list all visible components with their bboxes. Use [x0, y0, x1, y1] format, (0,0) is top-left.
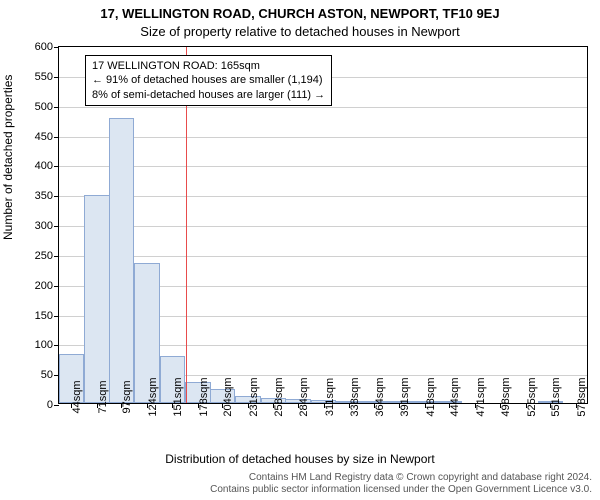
gridline: [59, 107, 587, 108]
x-tick-label: 551sqm: [550, 377, 562, 416]
x-tick-label: 284sqm: [298, 377, 310, 416]
plot-area: 05010015020025030035040045050055060044sq…: [58, 46, 588, 404]
y-tick-label: 600: [23, 41, 53, 53]
gridline: [59, 166, 587, 167]
y-tick-mark: [54, 345, 59, 346]
gridline: [59, 137, 587, 138]
x-tick-label: 178sqm: [198, 377, 210, 416]
y-tick-label: 50: [23, 369, 53, 381]
y-tick-label: 500: [23, 101, 53, 113]
y-tick-mark: [54, 47, 59, 48]
x-tick-label: 151sqm: [172, 377, 184, 416]
chart-container: 17, WELLINGTON ROAD, CHURCH ASTON, NEWPO…: [0, 0, 600, 500]
y-tick-label: 350: [23, 190, 53, 202]
histogram-bar: [84, 195, 110, 403]
x-tick-label: 124sqm: [147, 377, 159, 416]
annotation-box: 17 WELLINGTON ROAD: 165sqm ← 91% of deta…: [85, 55, 332, 106]
y-tick-mark: [54, 286, 59, 287]
x-tick-label: 525sqm: [526, 377, 538, 416]
y-tick-label: 150: [23, 310, 53, 322]
x-tick-label: 231sqm: [248, 377, 260, 416]
x-tick-label: 578sqm: [576, 377, 588, 416]
y-tick-mark: [54, 316, 59, 317]
y-tick-mark: [54, 196, 59, 197]
y-tick-mark: [54, 166, 59, 167]
x-tick-label: 97sqm: [121, 380, 133, 413]
y-tick-label: 550: [23, 71, 53, 83]
x-tick-label: 498sqm: [500, 377, 512, 416]
chart-title-main: 17, WELLINGTON ROAD, CHURCH ASTON, NEWPO…: [0, 6, 600, 21]
footer-line-1: Contains HM Land Registry data © Crown c…: [0, 472, 592, 484]
x-tick-label: 471sqm: [475, 377, 487, 416]
x-tick-label: 391sqm: [399, 377, 411, 416]
y-tick-mark: [54, 107, 59, 108]
y-tick-mark: [54, 77, 59, 78]
gridline: [59, 256, 587, 257]
y-tick-label: 450: [23, 131, 53, 143]
gridline: [59, 226, 587, 227]
chart-title-sub: Size of property relative to detached ho…: [0, 24, 600, 39]
x-tick-label: 444sqm: [449, 377, 461, 416]
gridline: [59, 196, 587, 197]
x-tick-label: 311sqm: [324, 378, 336, 416]
y-axis-label: Number of detached properties: [1, 75, 15, 240]
y-tick-label: 0: [23, 399, 53, 411]
x-tick-label: 44sqm: [71, 380, 83, 413]
y-tick-mark: [54, 405, 59, 406]
y-tick-mark: [54, 137, 59, 138]
y-tick-mark: [54, 226, 59, 227]
x-tick-label: 338sqm: [349, 377, 361, 416]
x-tick-label: 204sqm: [222, 377, 234, 416]
x-tick-label: 418sqm: [425, 377, 437, 416]
y-tick-label: 250: [23, 250, 53, 262]
y-tick-mark: [54, 256, 59, 257]
histogram-bar: [109, 118, 135, 403]
x-tick-label: 258sqm: [273, 377, 285, 416]
y-tick-label: 200: [23, 280, 53, 292]
x-tick-label: 71sqm: [97, 380, 109, 413]
footer-line-2: Contains public sector information licen…: [0, 484, 592, 496]
y-tick-label: 400: [23, 160, 53, 172]
y-tick-label: 300: [23, 220, 53, 232]
x-axis-label: Distribution of detached houses by size …: [0, 452, 600, 466]
x-tick-label: 364sqm: [374, 377, 386, 416]
chart-footer: Contains HM Land Registry data © Crown c…: [0, 472, 592, 496]
y-tick-label: 100: [23, 339, 53, 351]
